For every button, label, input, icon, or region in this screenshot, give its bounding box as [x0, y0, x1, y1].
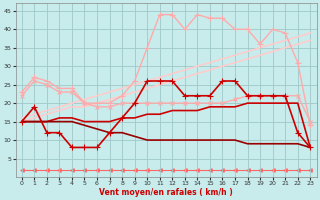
X-axis label: Vent moyen/en rafales ( km/h ): Vent moyen/en rafales ( km/h ) — [99, 188, 233, 197]
